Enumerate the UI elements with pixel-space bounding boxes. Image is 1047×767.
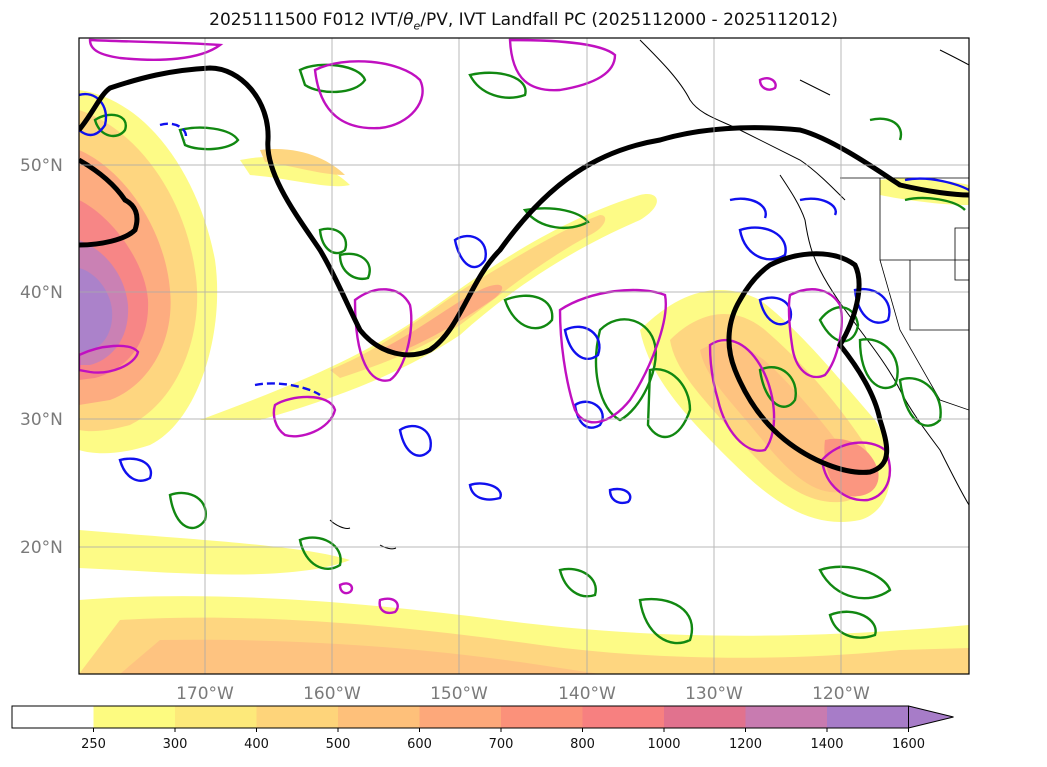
colorbar-tick-label: 400 <box>244 737 269 752</box>
colorbar-segment <box>175 706 257 728</box>
lon-label-140w: 140°W <box>558 684 616 704</box>
map-title: 2025111500 F012 IVT/θe/PV, IVT Landfall … <box>209 10 838 33</box>
colorbar: 250 300 400 500 600 700 800 1000 1200 1400 1600 <box>11 705 954 752</box>
theta-e-blue-contours <box>79 92 969 504</box>
lon-label-150w: 150°W <box>430 684 488 704</box>
colorbar-tick-label: 250 <box>81 737 106 752</box>
lon-label-130w: 130°W <box>685 684 743 704</box>
lat-label-50n: 50°N <box>20 156 63 176</box>
colorbar-segment <box>582 706 665 728</box>
colorbar-segment <box>419 706 502 728</box>
graticule <box>79 38 969 674</box>
colorbar-tick-label: 1600 <box>892 737 925 752</box>
lon-label-120w: 120°W <box>812 684 870 704</box>
lat-label-30n: 30°N <box>20 410 63 430</box>
colorbar-outline <box>11 705 909 729</box>
colorbar-tick-label: 1000 <box>647 737 680 752</box>
colorbar-segment <box>338 706 420 728</box>
colorbar-segment <box>93 706 176 728</box>
colorbar-tick-label: 800 <box>570 737 595 752</box>
colorbar-tick-label: 600 <box>407 737 432 752</box>
colorbar-tick-label: 1400 <box>810 737 843 752</box>
lat-label-40n: 40°N <box>20 283 63 303</box>
lon-label-160w: 160°W <box>303 684 361 704</box>
colorbar-tick-label: 500 <box>326 737 351 752</box>
colorbar-segment <box>664 706 746 728</box>
colorbar-tick-label: 1200 <box>729 737 762 752</box>
map-frame <box>78 37 970 675</box>
colorbar-tick-label: 700 <box>489 737 514 752</box>
colorbar-segment <box>501 706 583 728</box>
ivt-shading <box>79 90 969 674</box>
plot-area <box>79 38 969 674</box>
landfall-pc-contours <box>79 65 969 475</box>
theta-e-contours <box>93 63 966 645</box>
colorbar-extend-arrow <box>908 705 954 729</box>
lat-label-20n: 20°N <box>20 538 63 558</box>
colorbar-segment <box>12 706 94 728</box>
colorbar-segment <box>745 706 828 728</box>
colorbar-tick-label: 300 <box>163 737 188 752</box>
colorbar-segment <box>827 706 909 728</box>
colorbar-segment <box>256 706 339 728</box>
lon-label-170w: 170°W <box>176 684 234 704</box>
